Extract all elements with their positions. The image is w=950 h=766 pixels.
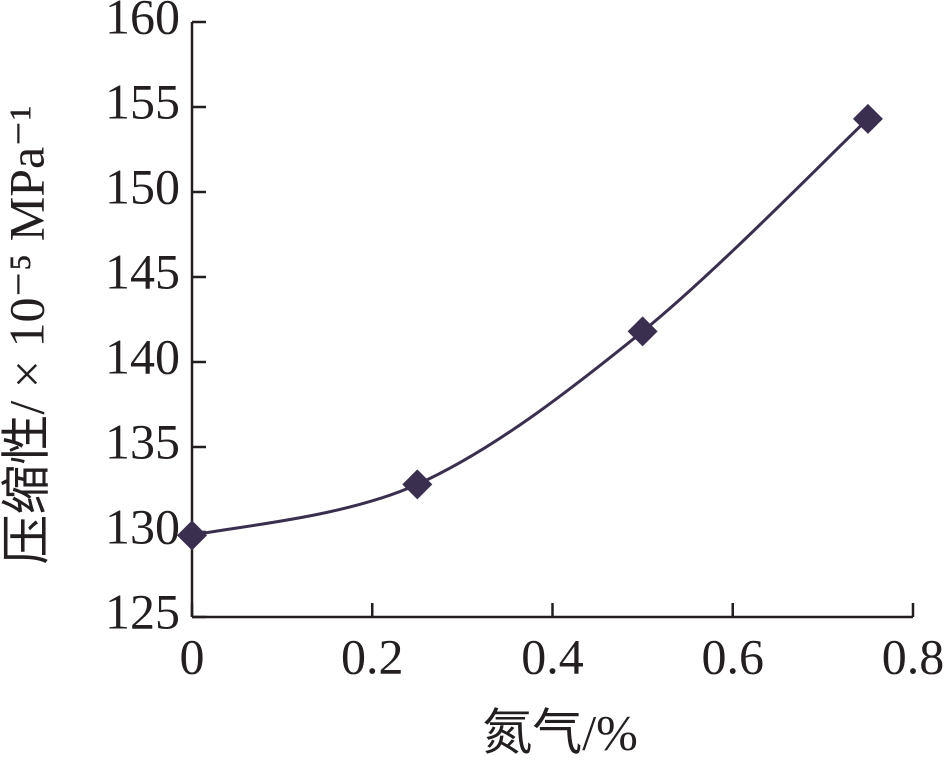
line [191,117,869,537]
x-axis-label: 氮气/% [482,704,638,760]
marker [177,520,207,551]
marker [852,103,883,134]
x-tick-label: 0.6 [702,628,765,684]
marker [402,469,433,500]
marker [627,316,658,347]
x-tick-label: 0.4 [521,628,584,684]
x-tick-label: 0.2 [341,628,404,684]
y-tick-label: 160 [105,0,180,44]
x-tick-label: 0.8 [882,628,945,684]
y-tick-label: 150 [105,158,180,214]
y-tick-label: 135 [105,413,180,469]
y-tick-label: 130 [105,498,180,554]
y-tick-label: 125 [105,583,180,639]
y-tick-label: 145 [105,243,180,299]
y-tick-label: 140 [105,328,180,384]
y-axis-label: 压缩性/ × 10⁻⁵ MPa⁻¹ [0,105,54,564]
y-tick-label: 155 [105,73,180,129]
x-tick-label: 0 [180,628,205,684]
